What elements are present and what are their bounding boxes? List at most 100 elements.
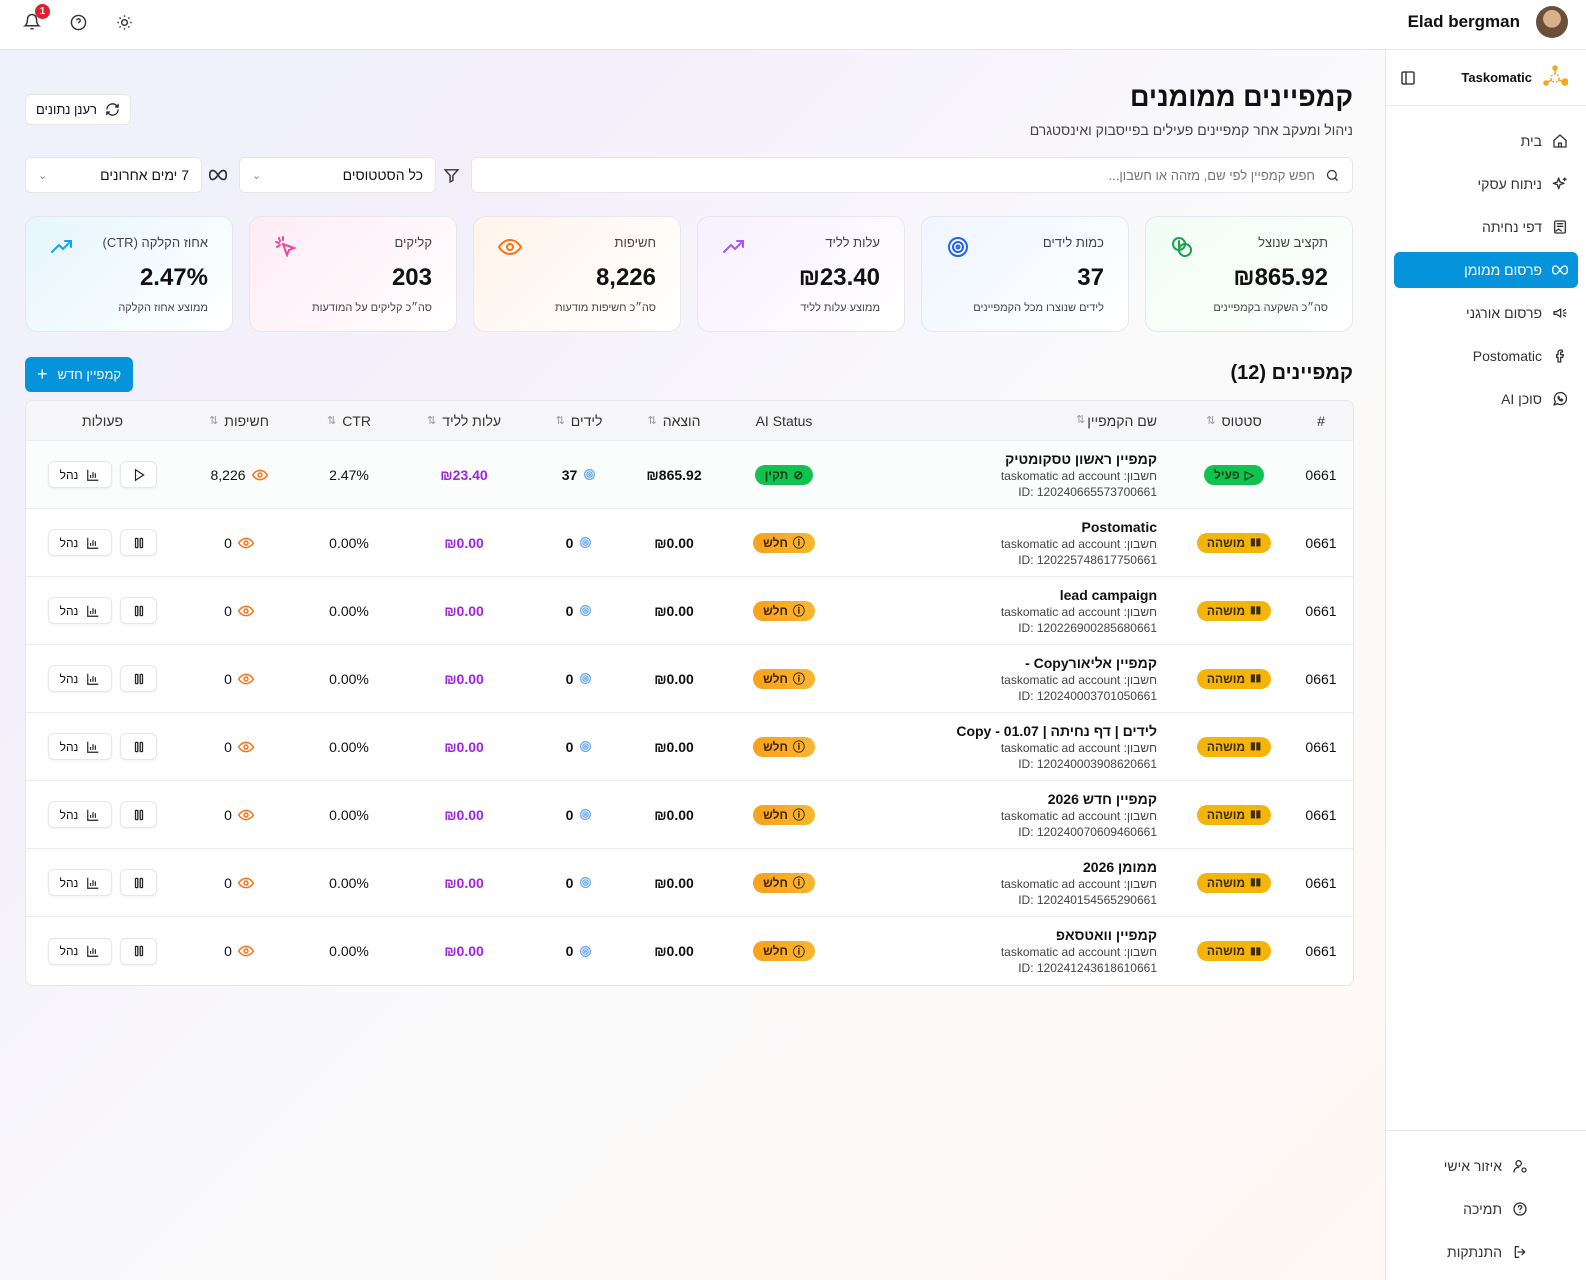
column-header[interactable]: שם הקמפיין ⇅ <box>849 413 1179 429</box>
user-menu[interactable]: Elad bergman <box>1408 6 1568 38</box>
impressions-value: 0 <box>224 670 232 687</box>
table-row[interactable]: 0661 ▷ פעיל קמפיין ראשון טסקומטיק חשבון: … <box>26 441 1353 509</box>
table-row[interactable]: 0661 ▮▮ מושהה ממומן 2026 חשבון: taskomati… <box>26 849 1353 917</box>
new-campaign-button[interactable]: קמפיין חדש + <box>25 357 134 392</box>
column-header[interactable]: הוצאה ⇅ <box>629 413 719 429</box>
campaign-name[interactable]: קמפיין חדש 2026 <box>1047 790 1157 807</box>
cost-per-lead-value: ₪0.00 <box>444 534 484 551</box>
campaign-name[interactable]: קמפיין ראשון טסקומטיק <box>1005 450 1157 467</box>
search-input[interactable] <box>484 167 1315 183</box>
theme-sun-icon[interactable] <box>114 12 134 32</box>
stat-value: 2.47% <box>139 264 208 291</box>
sidebar-item-1[interactable]: ניתוח עסקי <box>1394 166 1578 202</box>
spend-value: ₪0.00 <box>654 738 694 755</box>
manage-button[interactable]: נהל <box>48 733 112 760</box>
sidebar-item-2[interactable]: התנתקות <box>1394 1234 1578 1270</box>
manage-button[interactable]: נהל <box>48 461 112 488</box>
manage-button[interactable]: נהל <box>48 665 112 692</box>
sort-icon[interactable]: ⇅ <box>1206 415 1216 427</box>
sidebar-item-label: ניתוח עסקי <box>1477 176 1542 192</box>
campaign-name[interactable]: ממומן 2026 <box>1083 858 1157 875</box>
pause-icon: ▮▮ <box>1250 673 1262 684</box>
table-row[interactable]: 0661 ▮▮ מושהה לידים | דף נחיתה | Copy - 0… <box>26 713 1353 781</box>
click-cursor-icon <box>275 236 297 258</box>
campaign-name[interactable]: קמפיין וואטסאפ <box>1055 927 1157 943</box>
search-field[interactable] <box>471 157 1353 193</box>
table-row[interactable]: 0661 ▮▮ מושהה Postomatic חשבון: taskomati… <box>26 509 1353 577</box>
target-icon <box>948 237 968 257</box>
ai-status-label: חלש <box>763 603 788 618</box>
pause-campaign-button[interactable] <box>120 801 157 828</box>
sort-icon[interactable]: ⇅ <box>647 415 657 427</box>
manage-button[interactable]: נהל <box>48 937 112 965</box>
sidebar-toggle-icon[interactable] <box>1400 70 1416 86</box>
spend-value: ₪0.00 <box>654 670 694 687</box>
campaign-name[interactable]: lead campaign <box>1059 586 1157 603</box>
sort-icon[interactable]: ⇅ <box>209 415 219 427</box>
campaign-name[interactable]: לידים | דף נחיתה | Copy - 01.07 <box>956 722 1157 739</box>
sort-icon[interactable]: ⇅ <box>1075 413 1086 426</box>
status-select[interactable]: כל הסטטוסים ⌄ <box>239 157 436 193</box>
pause-icon <box>134 673 143 684</box>
sidebar-item-6[interactable]: סוכן AI <box>1394 381 1578 417</box>
manage-button[interactable]: נהל <box>48 869 112 896</box>
ctr-value: 2.47% <box>329 466 369 483</box>
sidebar-item-2[interactable]: דפי נחיתה <box>1394 209 1578 245</box>
chevron-down-icon: ⌄ <box>38 169 48 182</box>
sidebar-item-3[interactable]: פרסום ממומן <box>1394 252 1578 288</box>
pause-campaign-button[interactable] <box>120 869 157 896</box>
campaign-account: חשבון: taskomatic ad account <box>1000 876 1157 891</box>
cost-per-lead-value: ₪0.00 <box>444 874 484 891</box>
home-icon <box>1553 134 1567 148</box>
sort-icon[interactable]: ⇅ <box>555 415 565 427</box>
manage-button[interactable]: נהל <box>48 597 112 624</box>
campaign-name[interactable]: קמפיין אליאורCopy - <box>1025 654 1157 671</box>
stat-description: לידים שנוצרו מכל הקמפיינים <box>973 302 1104 314</box>
column-header[interactable]: חשיפות ⇅ <box>179 413 299 429</box>
ctr-value: 0.00% <box>329 874 369 891</box>
status-label: מושהה <box>1206 875 1246 890</box>
row-number: 0661 <box>1305 943 1337 959</box>
pause-campaign-button[interactable] <box>120 529 157 556</box>
pause-campaign-button[interactable] <box>120 937 157 965</box>
table-row[interactable]: 0661 ▮▮ מושהה קמפיין אליאורCopy - חשבון: … <box>26 645 1353 713</box>
refresh-button[interactable]: רענן נתונים <box>25 94 131 125</box>
column-header[interactable]: CTR ⇅ <box>299 413 399 429</box>
help-icon[interactable] <box>68 12 88 32</box>
column-header[interactable]: לידים ⇅ <box>529 413 629 429</box>
sidebar-item-1[interactable]: תמיכה <box>1394 1191 1578 1227</box>
cost-per-lead-value: ₪23.40 <box>440 466 488 483</box>
sidebar-item-4[interactable]: פרסום אורגני <box>1394 295 1578 331</box>
sort-icon[interactable]: ⇅ <box>327 415 337 427</box>
bar-chart-icon <box>87 741 99 753</box>
play-campaign-button[interactable] <box>120 461 157 488</box>
page-title: קמפיינים ממומנים <box>1129 82 1353 112</box>
campaign-name[interactable]: Postomatic <box>1081 518 1157 535</box>
meta-icon <box>1552 265 1568 275</box>
bar-chart-icon <box>87 809 99 821</box>
stat-title: תקציב שנוצל <box>1258 235 1328 250</box>
table-row[interactable]: 0661 ▮▮ מושהה קמפיין וואטסאפ חשבון: tasko… <box>26 917 1353 985</box>
logout-icon <box>1514 1246 1526 1258</box>
table-row[interactable]: 0661 ▮▮ מושהה lead campaign חשבון: taskom… <box>26 577 1353 645</box>
table-row[interactable]: 0661 ▮▮ מושהה קמפיין חדש 2026 חשבון: task… <box>26 781 1353 849</box>
pause-campaign-button[interactable] <box>120 597 157 624</box>
sidebar-item-5[interactable]: Postomatic <box>1394 338 1578 374</box>
sidebar-item-label: דפי נחיתה <box>1482 219 1542 235</box>
target-icon <box>580 809 592 820</box>
ai-status-label: חלש <box>763 535 788 550</box>
column-header[interactable]: עלות לליד ⇅ <box>399 413 529 429</box>
pause-campaign-button[interactable] <box>120 665 157 692</box>
column-header[interactable]: סטטוס ⇅ <box>1179 413 1289 429</box>
manage-button[interactable]: נהל <box>48 801 112 828</box>
date-range-value: 7 ימים אחרונים <box>100 167 189 183</box>
sort-icon[interactable]: ⇅ <box>426 415 437 427</box>
date-range-select[interactable]: 7 ימים אחרונים ⌄ <box>25 157 202 193</box>
manage-button[interactable]: נהל <box>48 529 112 556</box>
campaign-id: ID: 120225748617750661 <box>1018 552 1157 567</box>
sidebar-item-0[interactable]: איזור אישי <box>1394 1148 1578 1184</box>
pause-campaign-button[interactable] <box>120 733 157 760</box>
sidebar-item-0[interactable]: בית <box>1394 123 1578 159</box>
bell-icon[interactable]: 1 <box>22 4 50 32</box>
pause-icon: ▮▮ <box>1250 877 1262 888</box>
